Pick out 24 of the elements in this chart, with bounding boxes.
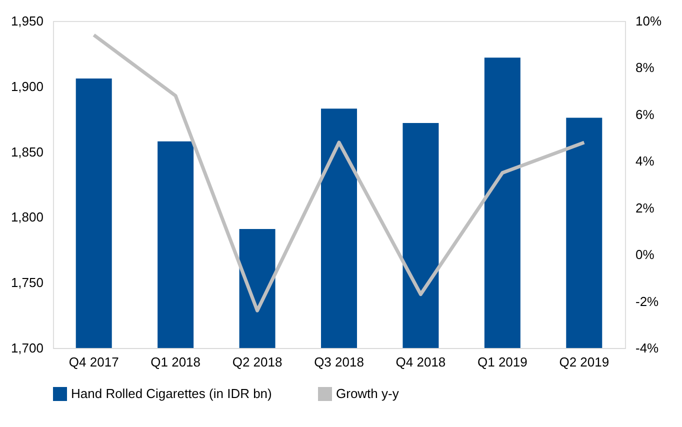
x-tick-label: Q2 2018 — [232, 354, 282, 370]
x-tick-label: Q4 2018 — [396, 354, 446, 370]
y2-tick-label: -2% — [636, 294, 660, 309]
y2-tick-label: 8% — [636, 60, 655, 76]
legend-label: Growth y-y — [336, 386, 400, 401]
y2-tick-label: 0% — [636, 247, 655, 262]
line-series — [92, 33, 586, 312]
y-tick-label: 1,750 — [10, 275, 44, 290]
x-tick-label: Q2 2019 — [559, 354, 610, 370]
y2-tick-label: 4% — [636, 154, 655, 169]
y2-tick-label: 10% — [636, 14, 662, 28]
x-tick-label: Q1 2018 — [150, 354, 201, 370]
legend-label: Hand Rolled Cigarettes (in IDR bn) — [71, 386, 272, 401]
y-tick-label: 1,950 — [10, 14, 44, 28]
y-tick-label: 1,900 — [10, 78, 44, 94]
y-tick-label: 1,850 — [10, 144, 44, 160]
x-tick-label: Q4 2017 — [68, 354, 119, 370]
x-tick-label: Q3 2018 — [314, 354, 364, 370]
x-tick-label: Q1 2019 — [477, 354, 528, 370]
y-tick-label: 1,700 — [10, 340, 44, 356]
y-tick-label: 1,800 — [10, 210, 44, 225]
y2-tick-label: 2% — [636, 200, 655, 216]
y2-tick-label: -4% — [636, 340, 660, 356]
y2-tick-label: 6% — [636, 106, 655, 122]
